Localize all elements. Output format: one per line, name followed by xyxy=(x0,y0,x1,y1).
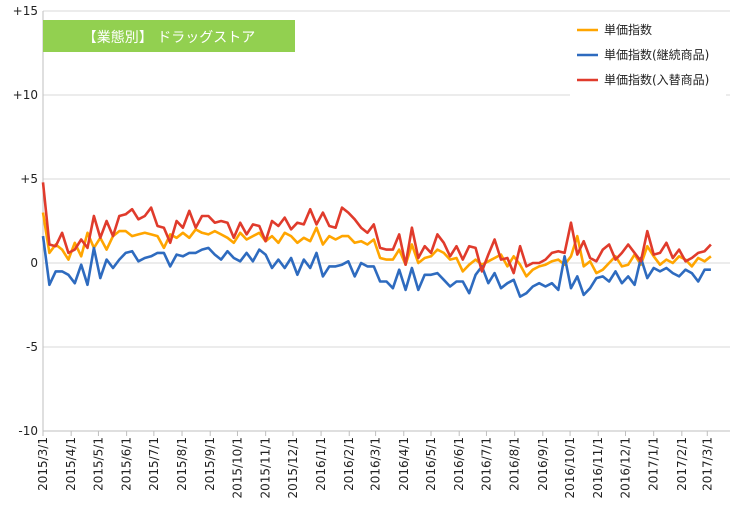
x-tick-label: 2017/3/1 xyxy=(700,437,714,491)
x-tick-label: 2015/4/1 xyxy=(64,437,78,491)
series-line xyxy=(41,235,711,298)
x-tick-label: 2015/12/1 xyxy=(286,437,300,499)
y-tick-label: +15 xyxy=(13,4,38,18)
y-tick-labels: +15 +10 +5 0 -5 -10 xyxy=(13,4,38,438)
x-tick-label: 2016/11/1 xyxy=(591,437,605,499)
y-tick-label: 0 xyxy=(30,256,38,270)
x-tick-label: 2016/12/1 xyxy=(618,437,632,499)
series-line xyxy=(41,212,712,278)
x-tick-label: 2016/4/1 xyxy=(397,437,411,491)
y-tick-label: -10 xyxy=(18,424,38,438)
x-tick-label: 2016/5/1 xyxy=(424,437,438,491)
y-tick-label: +10 xyxy=(13,88,38,102)
x-tick-label: 2016/2/1 xyxy=(342,437,356,491)
legend-label: 単価指数 xyxy=(604,22,652,37)
series-lines xyxy=(41,182,712,298)
chart-title-box: 【業態別】 ドラッグストア xyxy=(43,20,295,52)
x-tick-label: 2017/2/1 xyxy=(675,437,689,491)
axes xyxy=(42,11,730,436)
x-tick-label: 2015/9/1 xyxy=(203,437,217,491)
series-line xyxy=(41,182,712,275)
legend-label: 単価指数(継続商品) xyxy=(604,47,709,62)
x-tick-label: 2015/8/1 xyxy=(175,437,189,491)
x-tick-label: 2016/1/1 xyxy=(314,437,328,491)
x-tick-labels: 2015/3/1 2015/4/1 2015/5/1 2015/6/1 2015/7/1… xyxy=(36,437,714,499)
x-tick-label: 2017/1/1 xyxy=(647,437,661,491)
legend-label: 単価指数(入替商品) xyxy=(604,72,709,87)
x-tick-label: 2015/3/1 xyxy=(36,437,50,491)
x-tick-label: 2016/8/1 xyxy=(508,437,522,491)
x-tick-label: 2015/11/1 xyxy=(259,437,273,499)
x-tick-label: 2015/10/1 xyxy=(230,437,244,499)
x-tick-label: 2016/7/1 xyxy=(479,437,493,491)
x-tick-label: 2015/7/1 xyxy=(147,437,161,491)
chart-title-background xyxy=(43,20,295,52)
chart-title: 【業態別】 ドラッグストア xyxy=(83,30,255,46)
x-tick-label: 2015/5/1 xyxy=(91,437,105,491)
x-tick-label: 2016/3/1 xyxy=(369,437,383,491)
y-tick-label: +5 xyxy=(20,172,38,186)
x-tick-label: 2015/6/1 xyxy=(120,437,134,491)
y-tick-label: -5 xyxy=(26,340,38,354)
x-tick-label: 2016/9/1 xyxy=(536,437,550,491)
x-tick-label: 2016/10/1 xyxy=(563,437,577,499)
x-tick-label: 2016/6/1 xyxy=(452,437,466,491)
